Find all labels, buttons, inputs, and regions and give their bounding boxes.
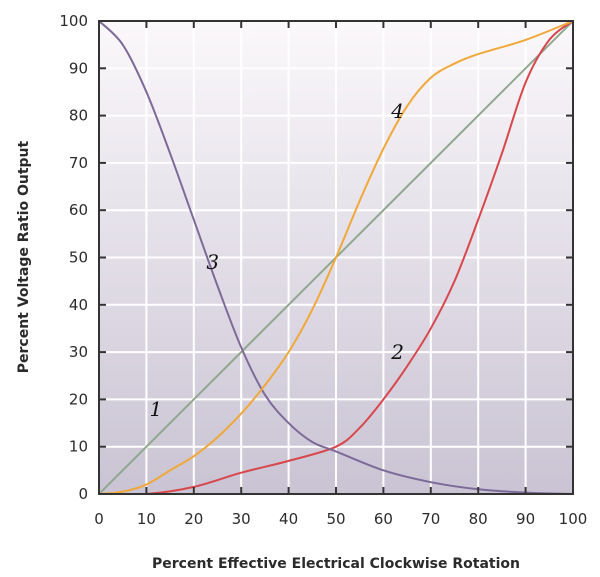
x-tick-label: 70 bbox=[421, 510, 440, 528]
x-tick-label: 50 bbox=[326, 510, 345, 528]
curve-label-1: 1 bbox=[150, 397, 163, 421]
y-tick-label: 80 bbox=[69, 107, 88, 125]
curve-2 bbox=[99, 21, 573, 494]
y-tick-label: 60 bbox=[69, 201, 88, 219]
x-tick-label: 20 bbox=[184, 510, 203, 528]
x-tick-label: 60 bbox=[374, 510, 393, 528]
y-tick-label: 40 bbox=[69, 296, 88, 314]
x-tick-label: 0 bbox=[94, 510, 104, 528]
curve-label-4: 4 bbox=[390, 99, 404, 123]
curve-4 bbox=[99, 21, 573, 494]
y-tick-label: 100 bbox=[59, 12, 88, 30]
y-tick-labels: 0 10 20 30 40 50 60 70 80 90 100 bbox=[59, 12, 88, 503]
x-tick-label: 40 bbox=[279, 510, 298, 528]
x-tick-labels: 0 10 20 30 40 50 60 70 80 90 100 bbox=[94, 510, 587, 528]
y-tick-label: 20 bbox=[69, 390, 88, 408]
y-tick-label: 30 bbox=[69, 343, 88, 361]
x-tick-label: 10 bbox=[137, 510, 156, 528]
ticks bbox=[98, 20, 574, 495]
y-tick-label: 50 bbox=[69, 249, 88, 267]
x-tick-label: 80 bbox=[469, 510, 488, 528]
y-tick-label: 0 bbox=[78, 485, 88, 503]
y-tick-label: 10 bbox=[69, 438, 88, 456]
curve-labels: 1 2 3 4 bbox=[150, 99, 404, 421]
x-tick-label: 30 bbox=[232, 510, 251, 528]
curve-label-2: 2 bbox=[390, 340, 404, 364]
curves bbox=[99, 21, 573, 494]
x-tick-label: 100 bbox=[559, 510, 588, 528]
x-tick-label: 90 bbox=[516, 510, 535, 528]
curve-3 bbox=[99, 21, 573, 494]
y-axis-title: Percent Voltage Ratio Output bbox=[16, 140, 32, 373]
curve-label-3: 3 bbox=[206, 250, 219, 274]
x-axis-title: Percent Effective Electrical Clockwise R… bbox=[152, 556, 520, 572]
y-tick-label: 90 bbox=[69, 59, 88, 77]
y-tick-label: 70 bbox=[69, 154, 88, 172]
